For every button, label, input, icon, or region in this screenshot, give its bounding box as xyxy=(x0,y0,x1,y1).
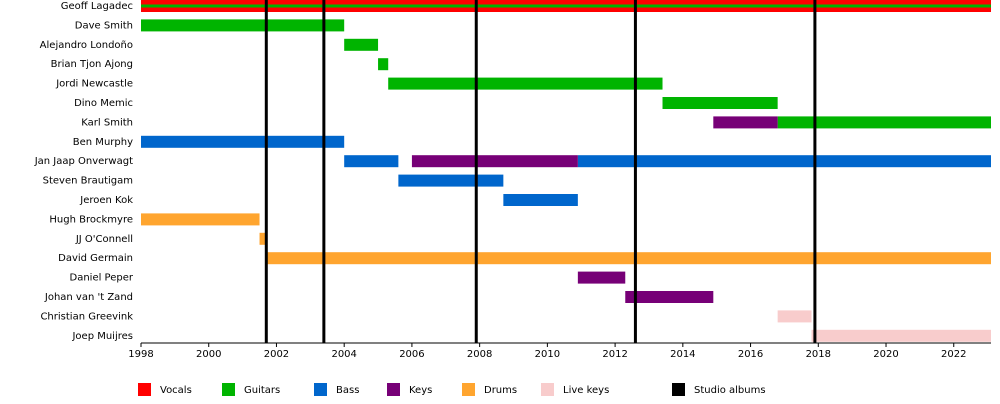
role-bar xyxy=(388,77,663,90)
role-bar xyxy=(141,19,345,32)
member-label: Christian Greevink xyxy=(40,311,133,322)
role-bar xyxy=(141,135,345,148)
legend-label: Drums xyxy=(484,385,517,396)
role-bar xyxy=(713,116,778,129)
role-bar xyxy=(625,291,714,303)
member-label: Alejandro Londoño xyxy=(40,40,133,51)
member-label: Geoff Lagadec xyxy=(61,1,133,12)
role-bar xyxy=(577,155,991,168)
role-bar xyxy=(259,232,267,245)
member-label: JJ O'Connell xyxy=(75,234,133,245)
member-label: Brian Tjon Ajong xyxy=(51,59,133,70)
x-tick-label: 2000 xyxy=(196,349,221,360)
role-bar xyxy=(141,213,260,226)
member-label: Steven Brautigam xyxy=(43,176,133,187)
legend-label: Live keys xyxy=(563,385,609,396)
member-label: Jordi Newcastle xyxy=(55,79,133,90)
x-tick-label: 2002 xyxy=(264,349,289,360)
x-tick-label: 2018 xyxy=(806,349,831,360)
x-tick-label: 2010 xyxy=(535,349,560,360)
legend-swatch xyxy=(672,383,685,396)
legend-swatch xyxy=(462,383,475,396)
member-label: Jan Jaap Onverwagt xyxy=(34,156,133,167)
x-tick-label: 2014 xyxy=(670,349,695,360)
member-label: Johan van 't Zand xyxy=(44,292,133,303)
legend-label: Keys xyxy=(409,385,432,396)
role-bar xyxy=(503,194,578,206)
legend-swatch xyxy=(222,383,235,396)
legend-label: Guitars xyxy=(244,385,280,396)
role-bar xyxy=(266,252,991,265)
role-bar xyxy=(577,271,626,284)
member-label: Dave Smith xyxy=(75,20,133,31)
x-tick-label: 1998 xyxy=(128,349,153,360)
member-label: Karl Smith xyxy=(81,117,133,128)
x-tick-label: 2022 xyxy=(941,349,966,360)
legend-swatch xyxy=(314,383,327,396)
role-bar xyxy=(777,116,991,129)
role-bar xyxy=(811,329,991,342)
role-bar xyxy=(398,174,504,187)
role-bar xyxy=(662,97,778,109)
x-tick-label: 2020 xyxy=(873,349,898,360)
legend-swatch xyxy=(541,383,554,396)
role-bar xyxy=(141,4,991,8)
member-label: David Germain xyxy=(58,253,133,264)
legend-label: Studio albums xyxy=(694,385,766,396)
x-tick-label: 2016 xyxy=(738,349,763,360)
role-bar xyxy=(344,38,379,51)
member-label: Jeroen Kok xyxy=(79,195,133,206)
member-label: Hugh Brockmyre xyxy=(49,214,133,225)
role-bar xyxy=(344,155,399,168)
x-tick-label: 2006 xyxy=(399,349,424,360)
member-label: Ben Murphy xyxy=(73,137,133,148)
role-bar xyxy=(777,310,812,323)
legend-label: Vocals xyxy=(160,385,192,396)
x-tick-label: 2012 xyxy=(602,349,627,360)
legend-swatch xyxy=(387,383,400,396)
member-label: Dino Memic xyxy=(74,98,133,109)
x-tick-label: 2008 xyxy=(467,349,492,360)
role-bar xyxy=(378,58,389,71)
member-label: Joep Muijres xyxy=(71,331,133,342)
role-bar xyxy=(411,155,578,168)
legend-swatch xyxy=(138,383,151,396)
legend-label: Bass xyxy=(336,385,359,396)
x-tick-label: 2004 xyxy=(331,349,356,360)
member-label: Daniel Peper xyxy=(70,273,134,284)
